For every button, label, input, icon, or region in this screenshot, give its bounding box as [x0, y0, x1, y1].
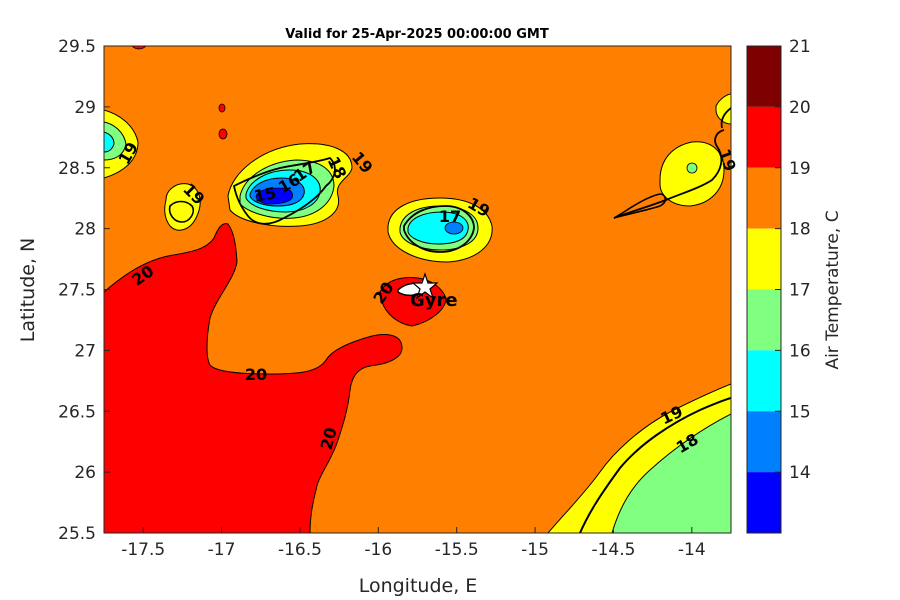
field-20-dot-b: [218, 128, 228, 140]
y-tick-label: 29: [74, 98, 96, 118]
field-16-17-grancanaria: [407, 211, 469, 245]
coast-east-spit: [613, 193, 667, 219]
colorbar-segment: [747, 472, 781, 533]
colorbar-tick-label: 14: [789, 463, 811, 483]
colorbar-tick-label: 17: [789, 281, 811, 301]
y-axis: 29.5 29 28.5 28 27.5 27 26.5 26 25.5: [58, 37, 110, 544]
y-tick-label: 27: [74, 341, 96, 361]
colorbar-segment: [747, 228, 781, 290]
y-tick-label: 26.5: [58, 402, 96, 422]
field-17-18-se: [611, 413, 731, 533]
field-20-dot-a: [218, 103, 226, 113]
x-tick-label: -14.5: [591, 540, 635, 560]
contour-label-20: 20: [245, 365, 267, 384]
colorbar-tick-label: 20: [789, 98, 811, 118]
y-tick-label: 27.5: [58, 281, 96, 301]
x-tick-label: -17: [208, 540, 236, 560]
x-tick-label: -17.5: [121, 540, 165, 560]
y-tick-label: 26: [74, 463, 96, 483]
x-tick-label: -16: [364, 540, 392, 560]
colorbar-segment: [747, 106, 781, 168]
colorbar: 21 20 19 18 17 16 15 14: [746, 37, 811, 534]
x-axis-label: Longitude, E: [359, 575, 478, 597]
colorbar-tick-label: 15: [789, 402, 811, 422]
field-16-17-nw: [104, 131, 115, 153]
station-label: Gyre: [410, 290, 458, 311]
colorbar-tick-label: 18: [789, 220, 811, 240]
x-tick-label: -15: [521, 540, 549, 560]
colorbar-segment: [747, 167, 781, 229]
colorbar-segment: [747, 46, 781, 107]
y-tick-label: 28: [74, 220, 96, 240]
x-tick-label: -16.5: [278, 540, 322, 560]
contour-label-15: 15: [252, 183, 277, 206]
x-tick-label: -14: [678, 540, 706, 560]
temperature-field: [104, 46, 731, 533]
colorbar-segment: [747, 289, 781, 351]
coast-se: [579, 397, 731, 533]
field-17-18-east: [686, 162, 698, 174]
map-title: Valid for 25-Apr-2025 00:00:00 GMT: [285, 27, 549, 42]
field-14-15-tenerife: [255, 187, 293, 205]
coast-east: [613, 107, 731, 219]
x-tick-label: -15.5: [435, 540, 479, 560]
contour-label-17: 17: [439, 207, 461, 226]
x-axis: -17.5 -17 -16.5 -16 -15.5 -15 -14.5 -14: [121, 527, 706, 560]
y-tick-label: 28.5: [58, 159, 96, 179]
coast-gomera: [168, 200, 195, 223]
field-18-19-northeast: [715, 93, 731, 125]
field-15-16-grancanaria: [444, 221, 464, 235]
colorbar-segment: [747, 350, 781, 412]
y-tick-label: 25.5: [58, 524, 96, 544]
colorbar-label: Air Temperature, C: [823, 210, 843, 369]
y-tick-label: 29.5: [58, 37, 96, 57]
colorbar-tick-label: 19: [789, 159, 811, 179]
colorbar-tick-label: 21: [789, 37, 811, 57]
field-18-19-east: [659, 141, 725, 207]
coast-grancanaria: [403, 205, 475, 253]
colorbar-segment: [747, 411, 781, 473]
y-axis-label: Latitude, N: [17, 238, 39, 343]
field-20-21-west: [104, 223, 403, 533]
star-icon: [411, 272, 439, 300]
station-marker: Gyre: [410, 272, 458, 311]
coast-tenerife: [232, 156, 336, 225]
colorbar-tick-label: 16: [789, 341, 811, 361]
